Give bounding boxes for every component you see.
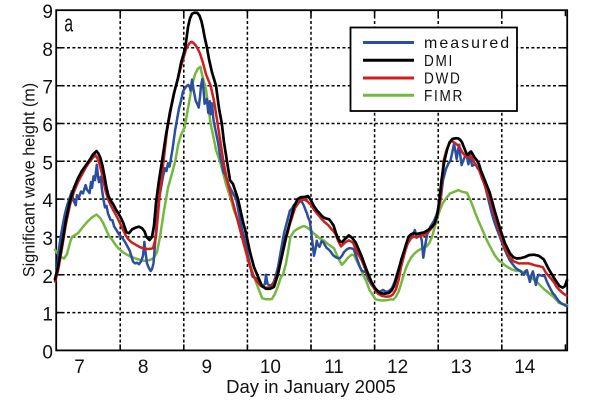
svg-text:Significant wave height (m): Significant wave height (m) (21, 83, 39, 277)
svg-text:14: 14 (514, 357, 536, 378)
svg-text:12: 12 (387, 357, 408, 378)
svg-text:DWD: DWD (424, 71, 462, 88)
svg-text:7: 7 (74, 357, 85, 378)
svg-text:5: 5 (42, 153, 53, 174)
svg-text:1: 1 (42, 305, 53, 326)
svg-text:9: 9 (202, 357, 213, 378)
svg-text:6: 6 (42, 116, 53, 137)
svg-text:8: 8 (42, 40, 53, 61)
svg-text:8: 8 (138, 357, 149, 378)
svg-text:3: 3 (42, 229, 53, 250)
svg-text:10: 10 (260, 357, 281, 378)
svg-text:13: 13 (451, 357, 472, 378)
svg-text:2: 2 (42, 267, 53, 288)
svg-text:4: 4 (42, 191, 53, 212)
svg-text:DMI: DMI (424, 53, 454, 70)
svg-text:7: 7 (42, 78, 53, 99)
svg-text:a: a (64, 11, 73, 37)
svg-text:measured: measured (424, 35, 511, 52)
svg-text:11: 11 (324, 357, 344, 378)
svg-text:9: 9 (42, 2, 53, 23)
svg-text:FIMR: FIMR (424, 88, 464, 105)
svg-text:0: 0 (42, 342, 53, 363)
svg-text:Day in January 2005: Day in January 2005 (226, 376, 396, 397)
